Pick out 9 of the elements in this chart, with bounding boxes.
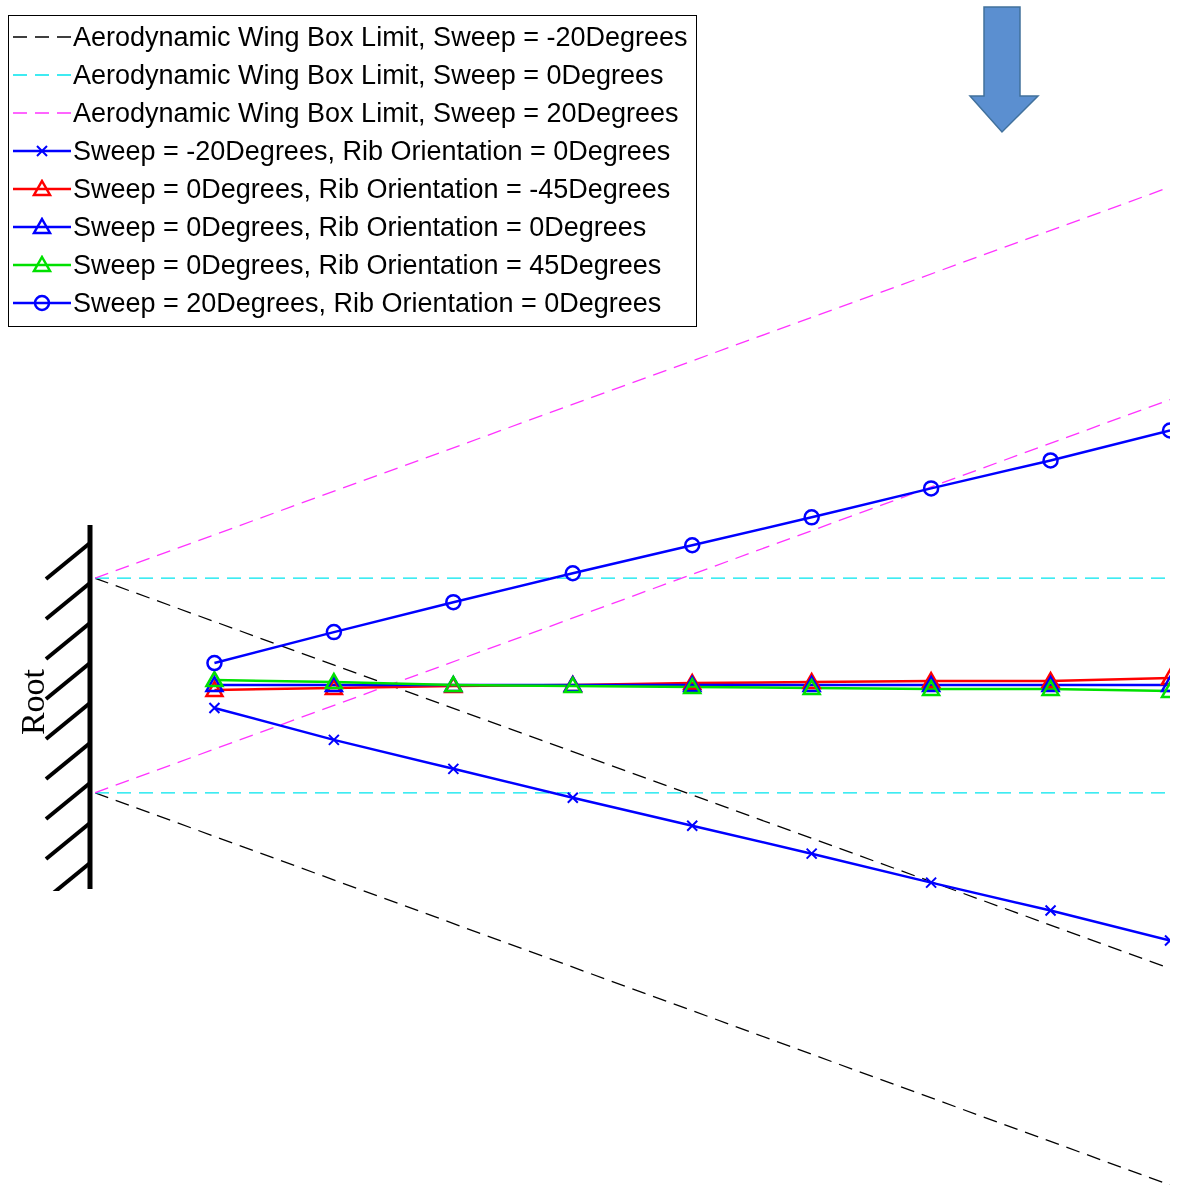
legend-label: Aerodynamic Wing Box Limit, Sweep = 0Degrees — [73, 59, 664, 92]
legend-label: Sweep = 0Degrees, Rib Orientation = 0Degrees — [73, 211, 647, 244]
legend-label: Aerodynamic Wing Box Limit, Sweep = -20Degrees — [73, 21, 688, 54]
legend-label: Sweep = 0Degrees, Rib Orientation = 45Degrees — [73, 249, 662, 282]
text: Root — [14, 667, 52, 738]
legend-label: Aerodynamic Wing Box Limit, Sweep = 20Degrees — [73, 97, 679, 130]
legend-label: Sweep = 0Degrees, Rib Orientation = -45Degrees — [73, 173, 671, 206]
legend-label: Sweep = 20Degrees, Rib Orientation = 0Degrees — [73, 287, 662, 320]
legend-label: Sweep = -20Degrees, Rib Orientation = 0Degrees — [73, 135, 671, 168]
